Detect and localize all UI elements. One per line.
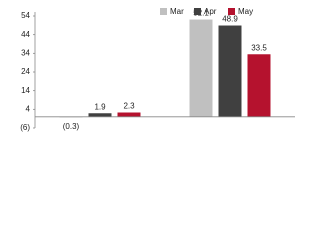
value-label: (0.3) xyxy=(63,122,80,131)
value-label: 1.9 xyxy=(94,102,106,111)
y-tick-label: 14 xyxy=(21,86,30,95)
bar xyxy=(189,19,213,117)
legend-label: Mar xyxy=(170,7,184,16)
y-tick-label: 24 xyxy=(21,67,30,76)
y-tick-label: 4 xyxy=(26,104,31,113)
value-label: 2.3 xyxy=(123,102,135,111)
y-tick-label: 44 xyxy=(21,30,30,39)
chart: (6) 4 14 24 34 44 54 (0.3) 1.9 2.3 52.1 48.9 33.5 Mar… xyxy=(20,7,295,132)
page: {"chart_data": {"type": "bar", "categori… xyxy=(20,7,295,133)
y-tick-label: 34 xyxy=(21,48,30,57)
y-tick-label: 54 xyxy=(21,11,30,20)
bar xyxy=(218,25,242,117)
value-label: 48.9 xyxy=(222,15,238,24)
bar xyxy=(88,113,112,117)
y-tick-label: (6) xyxy=(20,123,30,132)
value-label: 52.1 xyxy=(193,9,209,18)
bar xyxy=(117,112,141,117)
bar xyxy=(247,54,271,117)
legend-label: May xyxy=(238,7,253,16)
legend-swatch xyxy=(228,8,235,15)
legend-label: Apr xyxy=(204,7,217,16)
legend-swatch xyxy=(160,8,167,15)
value-label: 33.5 xyxy=(251,43,267,52)
legend-swatch xyxy=(194,8,201,15)
